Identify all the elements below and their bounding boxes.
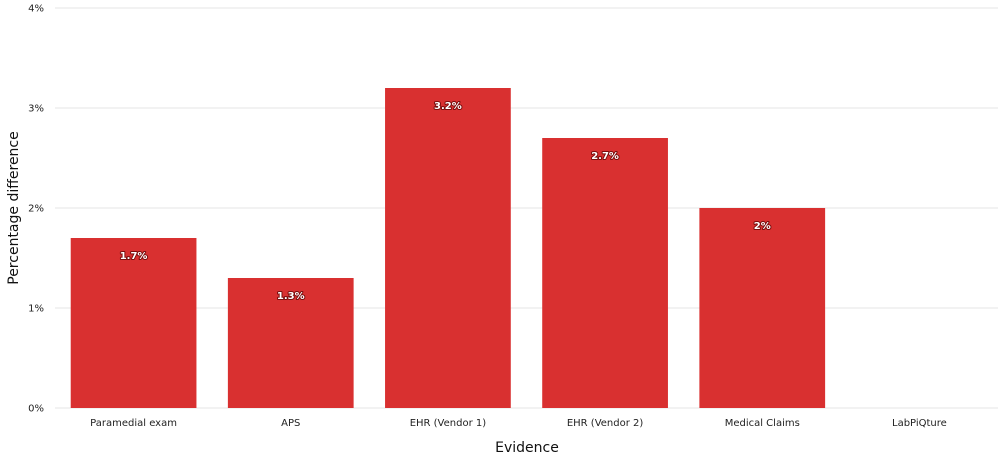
x-tick-label: EHR (Vendor 1) <box>410 418 487 429</box>
x-axis-ticks: Paramedial exam APS EHR (Vendor 1) EHR (Ven… <box>90 418 947 429</box>
gridlines <box>55 7 998 409</box>
y-tick-label: 3% <box>28 104 44 115</box>
x-tick-label: LabPiQture <box>892 418 947 429</box>
bar[interactable] <box>227 278 354 408</box>
data-label: 2.7% <box>591 151 619 162</box>
x-axis-title: Evidence <box>495 440 559 456</box>
data-label: 3.2% <box>434 101 462 112</box>
bars <box>70 88 826 408</box>
y-axis-title: Percentage difference <box>6 131 22 285</box>
data-label: 2% <box>754 221 771 232</box>
x-tick-label: EHR (Vendor 2) <box>567 418 644 429</box>
bar[interactable] <box>385 88 511 408</box>
bar[interactable] <box>699 208 826 408</box>
data-labels: 1.7% 1.3% 3.2% 2.7% 2% <box>119 100 772 303</box>
data-label: 1.3% <box>277 291 305 302</box>
x-tick-label: APS <box>281 418 300 429</box>
y-tick-label: 0% <box>28 404 44 415</box>
y-axis-ticks: 0% 1% 2% 3% 4% <box>28 4 44 415</box>
x-tick-label: Paramedial exam <box>90 418 177 429</box>
y-tick-label: 4% <box>28 4 44 15</box>
bar[interactable] <box>542 138 668 408</box>
y-tick-label: 2% <box>28 204 44 215</box>
bar[interactable] <box>70 238 197 408</box>
y-tick-label: 1% <box>28 304 44 315</box>
data-label: 1.7% <box>120 251 148 262</box>
x-tick-label: Medical Claims <box>725 418 800 429</box>
